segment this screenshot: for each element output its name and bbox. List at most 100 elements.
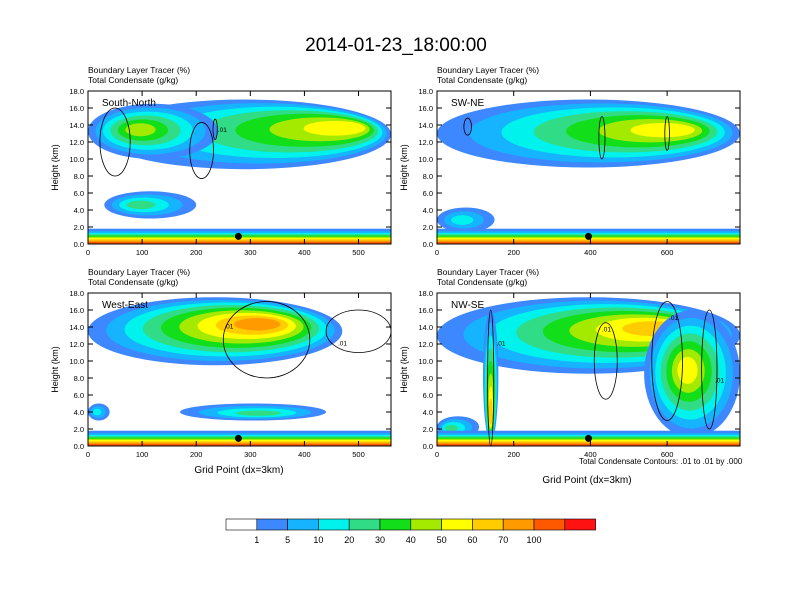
y-tick-label: 10.0 — [418, 357, 433, 366]
contour-label: .01 — [602, 326, 611, 333]
colorbar-label: 70 — [498, 535, 508, 545]
contour-label: .01 — [715, 377, 724, 384]
contour-label: .01 — [669, 315, 678, 322]
variable-label: Total Condensate (g/kg) — [437, 75, 527, 85]
colorbar-label: 20 — [344, 535, 354, 545]
tracer-band — [235, 410, 282, 416]
condensate-contour — [99, 107, 131, 177]
y-tick-label: 6.0 — [74, 391, 84, 400]
y-tick-label: 10.0 — [69, 155, 84, 164]
contour-footnote: Total Condensate Contours: .01 to .01 by… — [579, 457, 743, 466]
y-tick-label: 8.0 — [74, 374, 84, 383]
x-tick-label: 400 — [584, 450, 597, 459]
tracer-band — [92, 408, 102, 416]
y-tick-label: 6.0 — [74, 189, 84, 198]
condensate-contour — [651, 301, 683, 421]
tracer-band — [125, 123, 156, 137]
x-axis-label-right: Grid Point (dx=3km) — [542, 475, 631, 486]
tracer-field: .01 — [88, 99, 391, 244]
y-axis-label: Height (km) — [50, 346, 60, 393]
y-tick-label: 12.0 — [69, 138, 84, 147]
y-tick-label: 12.0 — [69, 340, 84, 349]
y-tick-label: 0.0 — [74, 442, 84, 451]
panel-label: West-East — [102, 300, 148, 311]
colorbar-label: 40 — [406, 535, 416, 545]
panel-label: SW-NE — [451, 98, 484, 109]
condensate-contour — [463, 117, 472, 136]
x-tick-label: 200 — [507, 450, 520, 459]
condensate-contour — [593, 322, 618, 400]
colorbar-label: 1 — [254, 535, 259, 545]
x-tick-label: 200 — [190, 248, 203, 257]
x-tick-label: 300 — [244, 450, 257, 459]
boundary-layer-band — [437, 241, 740, 244]
y-tick-label: 16.0 — [69, 104, 84, 113]
tracer-field: .01 .01 — [88, 297, 391, 446]
y-tick-label: 4.0 — [74, 408, 84, 417]
colorbar-label: 60 — [467, 535, 477, 545]
y-tick-label: 12.0 — [418, 340, 433, 349]
plot-frame — [87, 90, 392, 245]
x-tick-label: 600 — [661, 248, 674, 257]
x-tick-label: 100 — [136, 450, 149, 459]
y-tick-label: 16.0 — [69, 306, 84, 315]
boundary-layer-band — [88, 241, 391, 244]
tracer-band — [630, 122, 695, 138]
variable-label: Boundary Layer Tracer (%) — [437, 267, 539, 277]
variable-label: Total Condensate (g/kg) — [88, 75, 178, 85]
y-tick-label: 18.0 — [69, 289, 84, 298]
colorbar-label: 100 — [526, 535, 541, 545]
y-tick-label: 10.0 — [418, 155, 433, 164]
condensate-contour — [222, 301, 311, 379]
condensate-contour — [664, 116, 670, 151]
colorbar-swatch — [533, 518, 566, 531]
boundary-layer-band — [88, 443, 391, 446]
y-tick-label: 16.0 — [418, 306, 433, 315]
x-tick-label: 500 — [352, 248, 365, 257]
x-tick-label: 400 — [298, 248, 311, 257]
y-tick-label: 10.0 — [69, 357, 84, 366]
x-tick-label: 500 — [352, 450, 365, 459]
condensate-contour — [701, 309, 718, 430]
location-marker — [234, 434, 242, 442]
contour-label: .01 — [496, 341, 505, 348]
y-tick-label: 4.0 — [423, 408, 433, 417]
y-tick-label: 12.0 — [418, 138, 433, 147]
panel-p3: Boundary Layer Tracer (%)Total Condensat… — [50, 267, 392, 459]
y-axis-label: Height (km) — [399, 346, 409, 393]
x-tick-label: 600 — [661, 450, 674, 459]
y-tick-label: 0.0 — [423, 240, 433, 249]
tracer-band — [451, 215, 474, 225]
y-tick-label: 18.0 — [418, 87, 433, 96]
x-tick-label: 0 — [435, 248, 439, 257]
variable-label: Boundary Layer Tracer (%) — [88, 65, 190, 75]
y-tick-label: 2.0 — [423, 425, 433, 434]
tracer-field: .01 .01 .01 .01 — [437, 297, 740, 446]
variable-label: Total Condensate (g/kg) — [88, 277, 178, 287]
y-tick-label: 0.0 — [423, 442, 433, 451]
panel-p4: Boundary Layer Tracer (%)Total Condensat… — [399, 267, 741, 459]
contour-label: .01 — [218, 127, 227, 134]
y-tick-label: 6.0 — [423, 391, 433, 400]
contour-label: .01 — [224, 324, 233, 331]
tracer-band — [444, 425, 459, 432]
y-tick-label: 18.0 — [69, 87, 84, 96]
location-marker — [585, 434, 592, 442]
y-tick-label: 16.0 — [418, 104, 433, 113]
y-tick-label: 4.0 — [423, 206, 433, 215]
variable-label: Boundary Layer Tracer (%) — [437, 65, 539, 75]
colorbar-swatch — [256, 518, 288, 531]
colorbar-swatch — [225, 518, 258, 531]
plot-frame — [436, 90, 741, 245]
variable-label: Boundary Layer Tracer (%) — [88, 267, 190, 277]
condensate-contour — [598, 116, 606, 160]
colorbar-swatch — [441, 518, 473, 531]
panel-label: South-North — [102, 98, 156, 109]
colorbar-swatch — [348, 518, 381, 531]
contour-label: .01 — [338, 341, 347, 348]
tracer-band — [126, 200, 156, 210]
colorbar-label: 5 — [285, 535, 290, 545]
tracer-band — [488, 398, 493, 425]
condensate-contour — [189, 122, 214, 179]
colorbar-swatch — [564, 518, 596, 531]
